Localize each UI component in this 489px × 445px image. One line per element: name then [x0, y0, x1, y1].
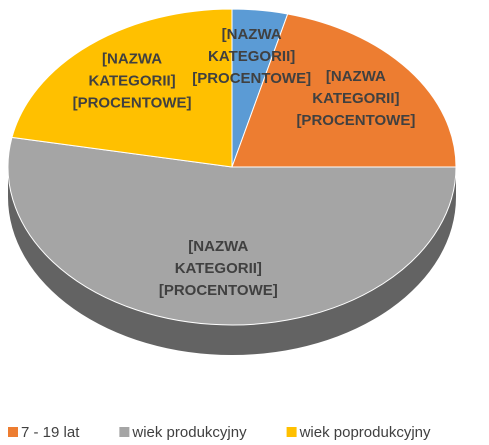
data-label: [NAZWA: [102, 51, 162, 68]
data-label: [NAZWA: [188, 238, 248, 255]
pie-slice: [231, 13, 457, 168]
legend-swatch: [286, 427, 297, 437]
data-label: [NAZWA: [326, 68, 386, 85]
data-label: [NAZWA: [222, 26, 282, 43]
legend-swatch: [8, 427, 18, 437]
data-label: KATEGORII]: [208, 48, 295, 65]
data-label: [PROCENTOWE]: [159, 282, 278, 299]
pie-slice: [11, 8, 233, 168]
data-label: KATEGORII]: [88, 73, 175, 90]
data-label: KATEGORII]: [175, 260, 262, 277]
data-label: [PROCENTOWE]: [73, 95, 192, 112]
data-label: [PROCENTOWE]: [296, 112, 415, 129]
legend-label: wiek poprodukcyjny: [299, 424, 431, 441]
legend-label: wiek produkcyjny: [131, 424, 247, 441]
pie-slice: [7, 136, 457, 326]
data-label: [PROCENTOWE]: [192, 70, 311, 87]
data-label: KATEGORII]: [312, 90, 399, 107]
legend-swatch: [119, 427, 130, 437]
legend-label: 7 - 19 lat: [21, 424, 80, 441]
pie-side: [8, 167, 456, 355]
